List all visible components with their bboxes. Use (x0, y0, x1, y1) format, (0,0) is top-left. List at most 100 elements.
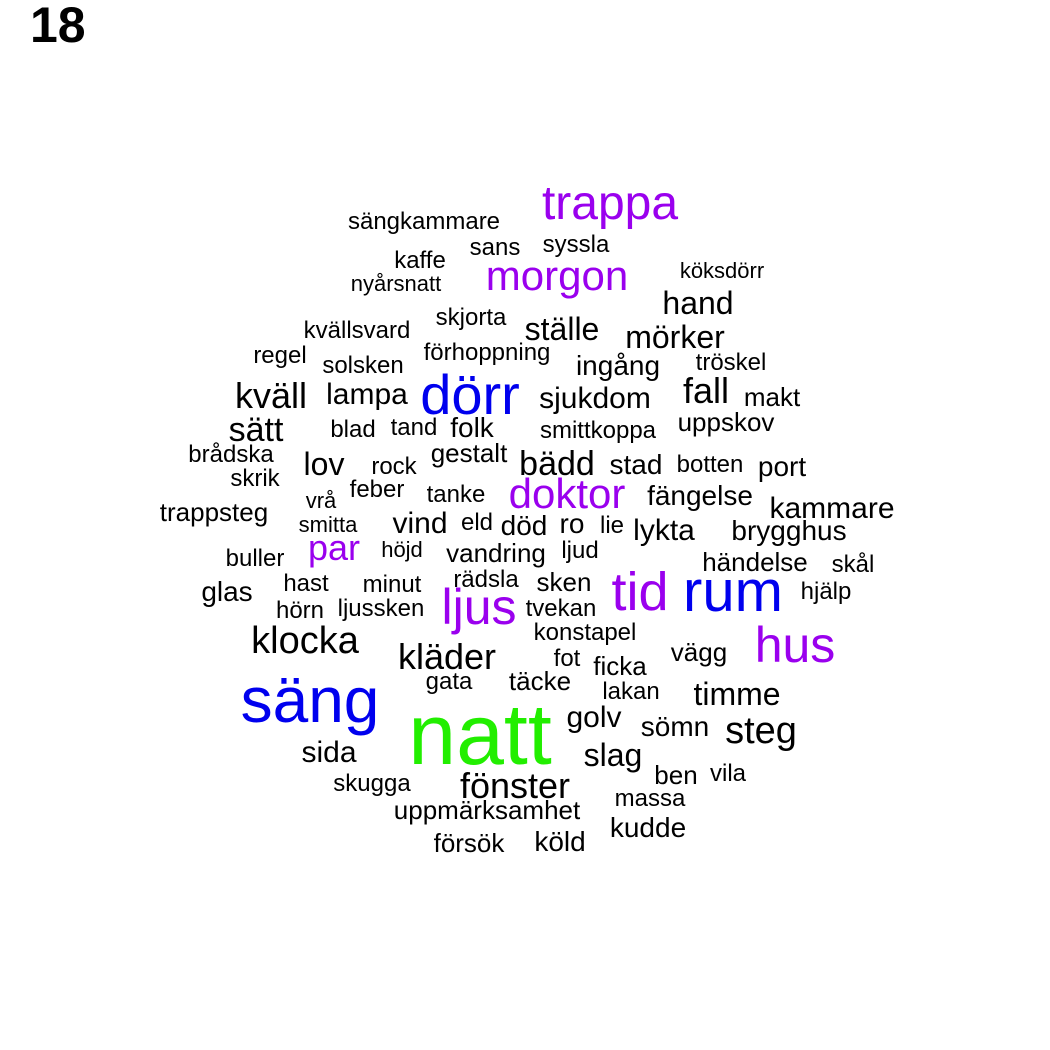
cloud-word-lie: lie (599, 512, 625, 539)
cloud-word-brygghus: brygghus (731, 515, 847, 546)
cloud-word-ben: ben (654, 760, 698, 790)
cloud-word-stalle: ställe (524, 311, 600, 347)
cloud-word-eld: eld (460, 509, 494, 536)
cloud-word-somn: sömn (640, 711, 710, 742)
cloud-word-dod: död (500, 510, 548, 541)
cloud-word-fot: fot (553, 645, 581, 672)
cloud-word-kold: köld (534, 826, 586, 857)
cloud-word-klocka: klocka (251, 620, 359, 662)
cloud-word-hast: hast (283, 570, 329, 597)
cloud-word-morgon: morgon (485, 252, 629, 299)
cloud-word-feber: feber (349, 476, 405, 503)
cloud-word-hus: hus (754, 617, 836, 673)
cloud-word-steg: steg (725, 710, 797, 752)
cloud-word-fonster: fönster (459, 765, 571, 806)
cloud-word-gata: gata (425, 668, 473, 695)
cloud-word-sangkammare: sängkammare (347, 208, 501, 235)
cloud-word-morker: mörker (625, 319, 725, 355)
cloud-word-badd: bädd (519, 445, 595, 483)
cloud-word-ljud: ljud (561, 537, 599, 564)
cloud-word-ljus: ljus (441, 579, 517, 635)
cloud-word-sang: säng (240, 664, 380, 736)
cloud-word-fangelse: fängelse (647, 480, 753, 511)
cloud-word-kvall: kväll (234, 375, 308, 416)
cloud-word-regel: regel (253, 342, 307, 369)
cloud-word-vagg: vägg (670, 637, 728, 667)
cloud-word-uppmarksamhet: uppmärksamhet (393, 795, 581, 825)
cloud-word-kammare: kammare (769, 492, 895, 525)
cloud-word-syssla: syssla (542, 231, 610, 258)
cloud-word-ingang: ingång (575, 350, 661, 381)
cloud-word-par: par (307, 527, 361, 568)
cloud-word-gestalt: gestalt (430, 438, 508, 468)
cloud-word-natt: natt (408, 687, 552, 783)
cloud-word-radsla: rädsla (453, 566, 519, 593)
cloud-word-konstapel: konstapel (533, 619, 637, 646)
cloud-word-vila: vila (709, 760, 747, 787)
cloud-word-klader: kläder (397, 636, 497, 677)
cloud-word-lampa: lampa (326, 378, 408, 411)
cloud-word-lykta: lykta (633, 514, 695, 547)
cloud-word-sida: sida (301, 736, 357, 769)
cloud-word-blad: blad (330, 416, 376, 443)
cloud-word-nyarsnatt: nyårsnatt (350, 271, 442, 296)
cloud-word-port: port (757, 451, 807, 482)
cloud-word-lov: lov (303, 446, 345, 482)
cloud-word-forsok: försök (433, 828, 505, 858)
cloud-word-sans: sans (469, 234, 521, 261)
cloud-word-satt: sätt (228, 411, 284, 449)
cloud-word-tanke: tanke (426, 481, 486, 508)
cloud-word-skrik: skrik (230, 465, 280, 492)
cloud-word-vandring: vandring (446, 538, 546, 568)
cloud-word-skal: skål (831, 551, 875, 578)
cloud-word-vind: vind (392, 507, 448, 540)
cloud-word-trappsteg: trappsteg (159, 497, 269, 527)
cloud-word-tacke: täcke (508, 666, 572, 696)
cloud-word-slag: slag (583, 737, 643, 773)
cloud-word-buller: buller (225, 545, 285, 572)
cloud-word-folk: folk (450, 412, 494, 443)
cloud-word-skjorta: skjorta (435, 304, 507, 331)
cloud-word-forhoppning: förhoppning (423, 339, 551, 366)
cloud-word-trappa: trappa (541, 177, 679, 230)
cloud-word-vra: vrå (305, 488, 337, 513)
cloud-word-tid: tid (611, 562, 669, 622)
cloud-word-tvekan: tvekan (525, 595, 597, 622)
cloud-word-rock: rock (371, 453, 417, 480)
cloud-word-bradska: brådska (188, 441, 274, 468)
cloud-word-golv: golv (566, 701, 622, 734)
cloud-word-ljussken: ljussken (337, 595, 425, 622)
cloud-word-doktor: doktor (508, 470, 626, 517)
cloud-word-troskel: tröskel (695, 349, 767, 376)
panel-label: 18 (30, 0, 86, 53)
cloud-word-kaffe: kaffe (394, 247, 446, 274)
cloud-word-rum: rum (683, 559, 783, 624)
cloud-word-massa: massa (614, 785, 686, 812)
cloud-word-smittkoppa: smittkoppa (539, 417, 657, 444)
cloud-word-horn: hörn (275, 597, 325, 624)
cloud-word-sken: sken (536, 567, 592, 597)
cloud-word-tand: tand (390, 414, 438, 441)
cloud-word-ficka: ficka (593, 651, 647, 681)
cloud-word-kudde: kudde (609, 812, 687, 843)
cloud-word-minut: minut (362, 571, 422, 598)
cloud-word-makt: makt (743, 382, 801, 412)
cloud-word-hojd: höjd (381, 537, 423, 562)
cloud-word-solsken: solsken (322, 352, 404, 379)
cloud-word-hand: hand (662, 285, 734, 321)
cloud-word-stad: stad (609, 449, 663, 480)
cloud-word-smitta: smitta (298, 512, 358, 537)
cloud-word-glas: glas (201, 576, 253, 607)
cloud-word-ro: ro (559, 508, 585, 539)
cloud-word-koksdorr: köksdörr (679, 258, 765, 283)
cloud-word-dorr: dörr (420, 363, 520, 426)
cloud-word-handelse: händelse (702, 547, 808, 577)
cloud-word-skugga: skugga (333, 770, 411, 797)
cloud-word-lakan: lakan (602, 678, 660, 705)
cloud-word-fall: fall (682, 370, 730, 411)
cloud-word-timme: timme (693, 676, 781, 712)
cloud-word-sjukdom: sjukdom (539, 382, 651, 415)
cloud-word-hjalp: hjälp (800, 578, 852, 605)
cloud-word-botten: botten (676, 451, 744, 478)
